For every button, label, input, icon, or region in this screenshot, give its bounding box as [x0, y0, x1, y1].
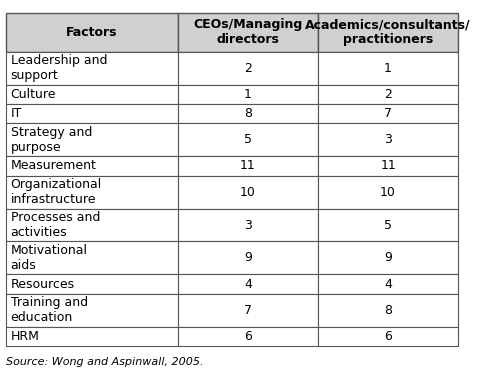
Bar: [178, 294, 318, 327]
Text: 5: 5: [384, 218, 392, 232]
Bar: [178, 275, 318, 294]
Bar: [6, 156, 178, 176]
Bar: [6, 176, 178, 209]
Bar: [6, 327, 178, 346]
Bar: [178, 241, 318, 275]
Bar: [318, 156, 458, 176]
Bar: [318, 327, 458, 346]
Bar: [6, 85, 178, 104]
Text: 4: 4: [384, 278, 392, 291]
Text: Training and
education: Training and education: [11, 296, 88, 324]
Text: 10: 10: [240, 186, 256, 199]
Bar: [318, 13, 458, 52]
Text: 8: 8: [244, 107, 252, 120]
Bar: [178, 104, 318, 123]
Bar: [6, 52, 178, 85]
Text: 10: 10: [380, 186, 396, 199]
Bar: [178, 156, 318, 176]
Text: IT: IT: [11, 107, 22, 120]
Text: Factors: Factors: [66, 26, 118, 39]
Text: 3: 3: [244, 218, 252, 232]
Bar: [318, 294, 458, 327]
Text: 9: 9: [244, 252, 252, 264]
Text: 4: 4: [244, 278, 252, 291]
Bar: [318, 123, 458, 156]
Bar: [318, 176, 458, 209]
Text: 8: 8: [384, 304, 392, 317]
Text: 3: 3: [384, 133, 392, 146]
Text: 6: 6: [384, 330, 392, 343]
Text: 2: 2: [384, 88, 392, 101]
Text: 6: 6: [244, 330, 252, 343]
Bar: [178, 209, 318, 241]
Bar: [318, 52, 458, 85]
Bar: [6, 241, 178, 275]
Text: Resources: Resources: [11, 278, 75, 291]
Bar: [6, 123, 178, 156]
Text: Academics/consultants/
practitioners: Academics/consultants/ practitioners: [305, 18, 471, 46]
Bar: [6, 13, 178, 52]
Text: 9: 9: [384, 252, 392, 264]
Text: Strategy and
purpose: Strategy and purpose: [11, 126, 92, 154]
Text: 1: 1: [244, 88, 252, 101]
Text: Source: Wong and Aspinwall, 2005.: Source: Wong and Aspinwall, 2005.: [6, 357, 204, 367]
Bar: [178, 176, 318, 209]
Bar: [318, 209, 458, 241]
Bar: [178, 52, 318, 85]
Bar: [318, 104, 458, 123]
Bar: [6, 294, 178, 327]
Text: 11: 11: [240, 160, 256, 172]
Text: Leadership and
support: Leadership and support: [11, 54, 107, 82]
Bar: [6, 209, 178, 241]
Bar: [178, 123, 318, 156]
Text: Culture: Culture: [11, 88, 56, 101]
Bar: [178, 13, 318, 52]
Bar: [318, 85, 458, 104]
Text: 1: 1: [384, 62, 392, 74]
Text: 2: 2: [244, 62, 252, 74]
Bar: [6, 275, 178, 294]
Text: 7: 7: [384, 107, 392, 120]
Bar: [318, 241, 458, 275]
Text: Organizational
infrastructure: Organizational infrastructure: [11, 178, 102, 206]
Text: 11: 11: [380, 160, 396, 172]
Bar: [6, 104, 178, 123]
Bar: [178, 327, 318, 346]
Text: Processes and
activities: Processes and activities: [11, 211, 100, 239]
Text: Measurement: Measurement: [11, 160, 97, 172]
Text: HRM: HRM: [11, 330, 39, 343]
Bar: [318, 275, 458, 294]
Text: CEOs/Managing
directors: CEOs/Managing directors: [193, 18, 302, 46]
Text: 7: 7: [244, 304, 252, 317]
Bar: [178, 85, 318, 104]
Text: Motivational
aids: Motivational aids: [11, 244, 87, 272]
Text: 5: 5: [244, 133, 252, 146]
